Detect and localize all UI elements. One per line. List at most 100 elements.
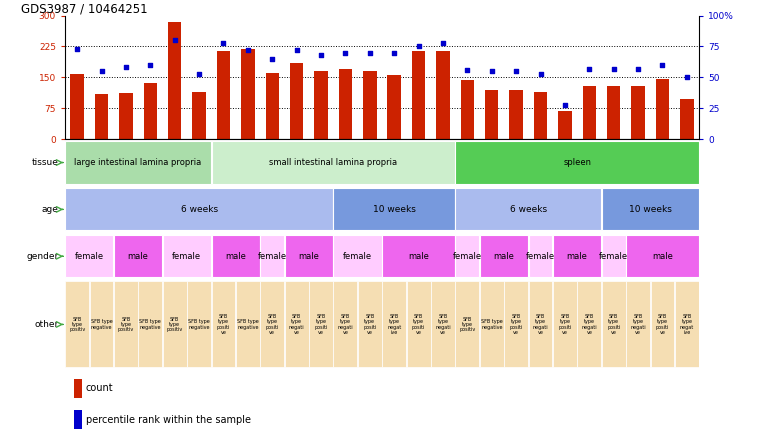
Text: male: male bbox=[128, 252, 148, 261]
Bar bbox=[510, 90, 523, 139]
Bar bbox=[65, 188, 333, 230]
Bar bbox=[583, 86, 596, 139]
Bar bbox=[285, 281, 309, 367]
Bar bbox=[74, 379, 82, 398]
Text: age: age bbox=[42, 205, 59, 214]
Point bbox=[656, 61, 668, 68]
Text: SFB
type
positi
ve: SFB type positi ve bbox=[314, 314, 328, 335]
Point bbox=[96, 67, 108, 75]
Point bbox=[607, 65, 620, 72]
Text: gender: gender bbox=[26, 252, 59, 261]
Bar bbox=[680, 99, 694, 139]
Bar bbox=[217, 51, 230, 139]
Point bbox=[290, 47, 303, 54]
Bar bbox=[212, 235, 260, 278]
Text: GDS3987 / 10464251: GDS3987 / 10464251 bbox=[21, 3, 147, 16]
Bar bbox=[193, 92, 206, 139]
Bar bbox=[461, 80, 474, 139]
Bar bbox=[382, 235, 455, 278]
Bar bbox=[338, 69, 352, 139]
Bar bbox=[480, 281, 503, 367]
Text: count: count bbox=[86, 383, 114, 393]
Point bbox=[193, 70, 206, 77]
Text: female: female bbox=[173, 252, 202, 261]
Text: SFB type
negative: SFB type negative bbox=[188, 319, 210, 329]
Point bbox=[583, 65, 595, 72]
Point bbox=[535, 70, 547, 77]
Text: SFB
type
negat
ive: SFB type negat ive bbox=[387, 314, 401, 335]
Bar bbox=[163, 281, 186, 367]
Bar bbox=[70, 74, 84, 139]
Text: small intestinal lamina propria: small intestinal lamina propria bbox=[269, 158, 397, 167]
Text: 6 weeks: 6 weeks bbox=[510, 205, 547, 214]
Text: SFB
type
negati
ve: SFB type negati ve bbox=[533, 314, 549, 335]
Text: male: male bbox=[652, 252, 673, 261]
Bar bbox=[412, 51, 426, 139]
Bar bbox=[656, 79, 669, 139]
Bar bbox=[119, 93, 133, 139]
Text: SFB type
negative: SFB type negative bbox=[237, 319, 259, 329]
Bar bbox=[212, 142, 455, 184]
Text: SFB
type
negati
ve: SFB type negati ve bbox=[581, 314, 597, 335]
Bar bbox=[534, 92, 547, 139]
Bar bbox=[187, 281, 211, 367]
Text: SFB
type
positi
ve: SFB type positi ve bbox=[510, 314, 523, 335]
Bar bbox=[168, 22, 181, 139]
Point bbox=[388, 49, 400, 56]
Point bbox=[241, 47, 254, 54]
Text: male: male bbox=[408, 252, 429, 261]
Bar bbox=[65, 235, 114, 278]
Bar bbox=[333, 281, 358, 367]
Text: male: male bbox=[225, 252, 246, 261]
Point bbox=[144, 61, 157, 68]
Text: tissue: tissue bbox=[32, 158, 59, 167]
Bar bbox=[65, 281, 89, 367]
Bar bbox=[144, 83, 157, 139]
Bar bbox=[602, 235, 626, 278]
Bar bbox=[455, 142, 699, 184]
Text: spleen: spleen bbox=[563, 158, 591, 167]
Bar bbox=[504, 281, 528, 367]
Text: female: female bbox=[526, 252, 555, 261]
Bar bbox=[558, 111, 571, 139]
Bar bbox=[675, 281, 699, 367]
Text: SFB
type
negati
ve: SFB type negati ve bbox=[289, 314, 304, 335]
Text: SFB
type
positiv: SFB type positiv bbox=[459, 317, 475, 332]
Bar bbox=[163, 235, 211, 278]
Bar bbox=[602, 281, 626, 367]
Text: SFB
type
positiv: SFB type positiv bbox=[69, 317, 86, 332]
Text: SFB
type
negati
ve: SFB type negati ve bbox=[435, 314, 451, 335]
Bar bbox=[114, 235, 162, 278]
Bar bbox=[436, 51, 450, 139]
Point bbox=[71, 45, 83, 52]
Bar bbox=[114, 281, 138, 367]
Point bbox=[169, 37, 181, 44]
Bar bbox=[309, 281, 333, 367]
Text: SFB type
negative: SFB type negative bbox=[481, 319, 503, 329]
Bar bbox=[553, 281, 577, 367]
Text: 6 weeks: 6 weeks bbox=[180, 205, 218, 214]
Bar bbox=[290, 63, 303, 139]
Bar bbox=[212, 281, 235, 367]
Bar bbox=[138, 281, 162, 367]
Bar bbox=[406, 281, 431, 367]
Text: large intestinal lamina propria: large intestinal lamina propria bbox=[74, 158, 202, 167]
Point bbox=[461, 66, 474, 73]
Bar bbox=[95, 94, 108, 139]
Text: SFB
type
negati
ve: SFB type negati ve bbox=[630, 314, 646, 335]
Bar bbox=[261, 281, 284, 367]
Text: male: male bbox=[299, 252, 319, 261]
Bar bbox=[363, 71, 377, 139]
Bar bbox=[431, 281, 455, 367]
Bar bbox=[387, 75, 401, 139]
Bar bbox=[89, 281, 114, 367]
Point bbox=[339, 49, 351, 56]
Text: SFB
type
positi
ve: SFB type positi ve bbox=[558, 314, 571, 335]
Bar bbox=[261, 235, 284, 278]
Text: SFB
type
positi
ve: SFB type positi ve bbox=[412, 314, 426, 335]
Text: SFB
type
positi
ve: SFB type positi ve bbox=[656, 314, 669, 335]
Bar bbox=[455, 281, 479, 367]
Text: female: female bbox=[343, 252, 372, 261]
Bar bbox=[285, 235, 333, 278]
Bar bbox=[650, 281, 675, 367]
